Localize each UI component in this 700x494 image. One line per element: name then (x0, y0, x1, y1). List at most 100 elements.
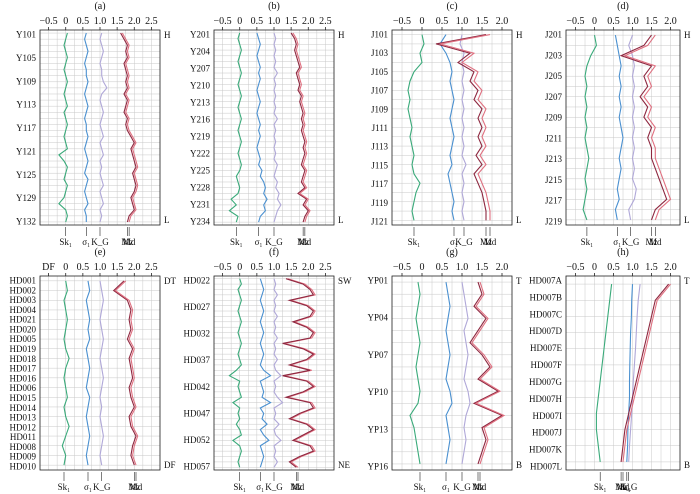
curve-label: K_G (91, 237, 109, 247)
curve-label: Sk₁ (594, 482, 607, 492)
sample-label: HD009 (10, 452, 37, 462)
x-tick-label: 0 (420, 16, 425, 27)
series-line-KG (461, 282, 471, 464)
x-tick-label: 2.5 (319, 16, 332, 27)
curve-label: Md (299, 237, 312, 247)
x-tick-label: 2.5 (319, 262, 332, 273)
end-label-top: T (684, 276, 690, 286)
sample-label: J201 (545, 30, 562, 40)
end-label-top: DT (164, 276, 176, 286)
plot-frame (565, 275, 681, 471)
curve-label: Sk₁ (59, 237, 72, 247)
x-tick-label: 2.0 (496, 16, 509, 27)
x-tick-label: 2.0 (128, 16, 141, 27)
sample-label: J203 (545, 50, 563, 60)
panel-f: (f) −0.5 0 0.5 1.0 1.5 2.0 2.5 HD022 HD027 HD032 HD… (184, 247, 353, 492)
sample-label: J115 (371, 160, 388, 170)
panel-label: (h) (617, 247, 629, 258)
sample-label: J219 (545, 217, 563, 227)
sample-label: YP10 (367, 387, 388, 397)
sample-label: HD018 (10, 354, 37, 364)
sample-label: HD014 (10, 403, 37, 413)
x-tick-label: 1.5 (111, 262, 124, 273)
end-label-bottom: B (516, 460, 522, 470)
series-line-Mz (282, 278, 315, 468)
end-label-bottom: L (338, 215, 344, 225)
end-label-top: SW (338, 276, 352, 286)
series-line-Sk (409, 282, 421, 464)
series-line-KG (273, 32, 282, 223)
x-tick-label: 0.5 (251, 262, 264, 273)
sample-label: HD007G (529, 377, 562, 387)
sample-label: J105 (371, 67, 389, 77)
series-line-Sk (61, 280, 70, 466)
sample-label: HD021 (10, 315, 37, 325)
x-tick-label: 2.0 (664, 262, 677, 273)
x-tick-label: −0.5 (214, 16, 232, 27)
series-line-Mz (469, 281, 504, 465)
series-line-KG (628, 34, 637, 220)
end-label-bottom: L (164, 215, 170, 225)
curve-label: K_G (453, 482, 471, 492)
sample-label: Y101 (16, 30, 36, 40)
sample-label: HD016 (10, 373, 37, 383)
curve-label: Sk₁ (230, 237, 243, 247)
series-line-Mz (112, 280, 137, 466)
x-tick-label: 0 (237, 262, 242, 273)
curve-label: Sk₁ (408, 237, 421, 247)
x-tick-label: 0.5 (607, 16, 620, 27)
series-line-Md (471, 281, 506, 465)
x-tick-label: 0 (592, 262, 597, 273)
x-tick-label: 0 (63, 262, 68, 273)
series-line-Mz (435, 34, 487, 221)
sample-label: Y219 (190, 132, 210, 142)
x-tick-label: 2.0 (664, 16, 677, 27)
x-tick-label: 1.5 (645, 16, 658, 27)
sample-label: HD004 (10, 305, 37, 315)
x-tick-label: 1.5 (111, 16, 124, 27)
series-line- (256, 32, 268, 223)
end-label-top: T (516, 276, 522, 286)
sample-label: J103 (371, 48, 389, 58)
sample-label: HD032 (184, 329, 211, 339)
sample-label: HD037 (184, 355, 211, 365)
sample-label: HD052 (184, 435, 211, 445)
curve-label: Sk₁ (581, 237, 594, 247)
panel-a: (a) −0.5 0 0.5 1.0 1.5 2.0 2.5 Y101 Y105 Y109 Y113 Y… (16, 1, 171, 247)
curve-label: Md (292, 482, 305, 492)
sample-label: Y213 (190, 98, 210, 108)
curve-label: Sk₁ (233, 482, 246, 492)
curve-label: K_G (93, 482, 111, 492)
x-tick-label: 1.0 (94, 16, 107, 27)
x-tick-label: 1.0 (626, 262, 639, 273)
curve-label: K_G (455, 237, 473, 247)
x-tick-label: 1.5 (645, 262, 658, 273)
curve-label: Mz (128, 482, 140, 492)
plot-frame (565, 29, 681, 226)
sample-label: HD008 (10, 442, 37, 452)
x-tick-label: 1.0 (268, 262, 281, 273)
sample-label: Y201 (190, 30, 210, 40)
series-line-Mz (120, 32, 137, 223)
sample-label: HD015 (10, 393, 37, 403)
curve-label: σ₁ (450, 237, 458, 247)
sample-label: YP04 (367, 313, 388, 323)
sample-label: HD011 (10, 432, 36, 442)
x-tick-label: −0.5 (393, 16, 411, 27)
curve-label: K_G (265, 237, 283, 247)
panel-label: (b) (268, 1, 280, 12)
sample-label: HD007A (529, 276, 562, 286)
sample-label: Y228 (190, 183, 210, 193)
curve-label: Md (123, 237, 136, 247)
x-tick-label: −0.5 (566, 16, 584, 27)
sample-label: HD022 (184, 276, 211, 286)
x-tick-label: 0 (63, 16, 68, 27)
sample-label: HD010 (10, 462, 37, 472)
sample-label: Y207 (190, 64, 210, 74)
sample-label: HD057 (184, 462, 211, 472)
series-line- (614, 35, 624, 220)
curve-label: σ₁ (255, 237, 263, 247)
series-line- (626, 284, 634, 462)
plot-frame (391, 29, 513, 226)
